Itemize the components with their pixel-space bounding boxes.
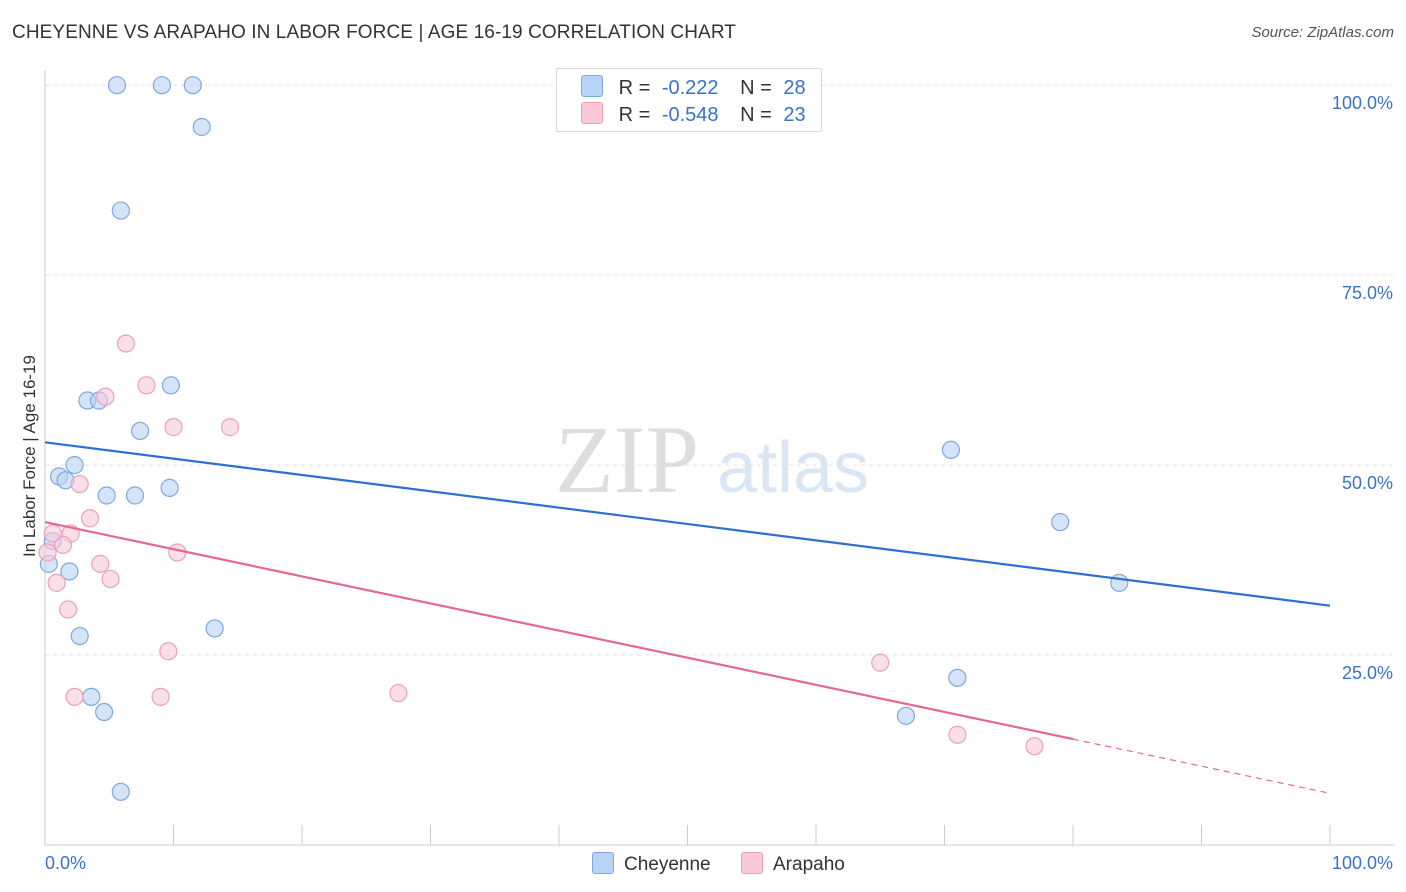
x-tick-label: 0.0% bbox=[45, 853, 86, 873]
arapaho-point bbox=[116, 334, 136, 353]
trendline-arapaho-extension bbox=[1072, 738, 1331, 794]
stats-legend: R = -0.222 N = 28 R = -0.548 N = 23 bbox=[556, 68, 822, 132]
cheyenne-point bbox=[65, 455, 84, 475]
arapaho-point bbox=[220, 418, 240, 437]
cheyenne-point bbox=[70, 626, 89, 646]
arapaho-swatch bbox=[581, 102, 603, 124]
arapaho-point bbox=[53, 535, 73, 554]
arapaho-point bbox=[43, 524, 62, 543]
bottom-legend-label: Arapaho bbox=[773, 854, 845, 875]
tick-labels: 25.0% 50.0% 75.0% 100.0% 0.0% 100.0% bbox=[45, 93, 1393, 873]
trendline-arapaho bbox=[44, 521, 1074, 741]
source-credit: Source: ZipAtlas.com bbox=[1251, 24, 1394, 41]
cheyenne-point bbox=[948, 668, 967, 687]
arapaho-swatch bbox=[741, 852, 763, 874]
bottom-legend-cheyenne: Cheyenne bbox=[592, 852, 711, 876]
arapaho-point bbox=[101, 569, 120, 589]
cheyenne-point bbox=[1110, 573, 1129, 592]
y-axis-label: In Labor Force | Age 16-19 bbox=[20, 355, 39, 557]
legend-r-value: -0.222 bbox=[661, 77, 719, 99]
y-tick-label: 25.0% bbox=[1342, 663, 1393, 683]
cheyenne-point bbox=[941, 440, 961, 460]
cheyenne-point bbox=[95, 702, 114, 722]
cheyenne-point bbox=[111, 201, 130, 220]
arapaho-point bbox=[38, 543, 57, 562]
cheyenne-point bbox=[152, 76, 172, 95]
legend-r-label: R = bbox=[618, 104, 651, 126]
arapaho-point bbox=[948, 725, 967, 744]
arapaho-point bbox=[96, 387, 115, 406]
x-tick-label: 100.0% bbox=[1332, 853, 1393, 873]
arapaho-point bbox=[164, 418, 183, 437]
chart-title: CHEYENNE VS ARAPAHO IN LABOR FORCE | AGE… bbox=[12, 22, 737, 43]
arapaho-point bbox=[80, 509, 100, 528]
cheyenne-point bbox=[1051, 512, 1070, 532]
cheyenne-point bbox=[107, 76, 127, 95]
cheyenne-point bbox=[161, 376, 181, 395]
legend-n-value: 28 bbox=[783, 77, 806, 99]
arapaho-point bbox=[159, 642, 178, 661]
legend-n-label: N = bbox=[740, 77, 772, 99]
cheyenne-point bbox=[183, 76, 202, 95]
arapaho-point bbox=[871, 653, 890, 672]
cheyenne-swatch bbox=[581, 75, 603, 97]
arapaho-point bbox=[137, 376, 156, 395]
cheyenne-point bbox=[205, 619, 224, 638]
arapaho-point bbox=[65, 687, 84, 706]
axes bbox=[44, 70, 1395, 846]
arapaho-point bbox=[91, 554, 110, 573]
arapaho-point bbox=[151, 687, 170, 706]
bottom-legend-arapaho: Arapaho bbox=[741, 852, 845, 876]
cheyenne-point bbox=[192, 117, 211, 137]
trendlines bbox=[44, 441, 1331, 794]
legend-n-value: 23 bbox=[783, 104, 806, 126]
trendline-cheyenne bbox=[44, 441, 1331, 607]
arapaho-point bbox=[1025, 737, 1044, 756]
arapaho-point bbox=[168, 543, 187, 562]
arapaho-point bbox=[389, 683, 408, 703]
cheyenne-point bbox=[97, 486, 116, 505]
arapaho-point bbox=[59, 600, 78, 619]
cheyenne-point bbox=[160, 478, 179, 497]
bottom-legend-label: Cheyenne bbox=[624, 854, 711, 875]
cheyenne-point bbox=[896, 706, 916, 725]
gridlines bbox=[45, 84, 1395, 656]
watermark-atlas: atlas bbox=[717, 428, 869, 508]
y-tick-label: 50.0% bbox=[1342, 473, 1393, 493]
cheyenne-swatch bbox=[592, 852, 614, 874]
y-tick-label: 75.0% bbox=[1342, 283, 1393, 303]
legend-row-cheyenne: R = -0.222 N = 28 bbox=[581, 75, 806, 101]
arapaho-point bbox=[47, 573, 66, 592]
cheyenne-point bbox=[82, 687, 101, 706]
cheyenne-point bbox=[111, 782, 130, 801]
legend-n-label: N = bbox=[740, 104, 772, 126]
cheyenne-point bbox=[125, 486, 145, 505]
data-points bbox=[38, 76, 1129, 801]
y-tick-label: 100.0% bbox=[1332, 93, 1393, 113]
cheyenne-point bbox=[60, 562, 79, 581]
cheyenne-point bbox=[130, 421, 150, 441]
legend-r-label: R = bbox=[618, 77, 651, 99]
legend-r-value: -0.548 bbox=[661, 104, 719, 126]
arapaho-point bbox=[70, 474, 89, 494]
watermark-zip: ZIP bbox=[555, 406, 699, 513]
legend-row-arapaho: R = -0.548 N = 23 bbox=[581, 102, 806, 128]
